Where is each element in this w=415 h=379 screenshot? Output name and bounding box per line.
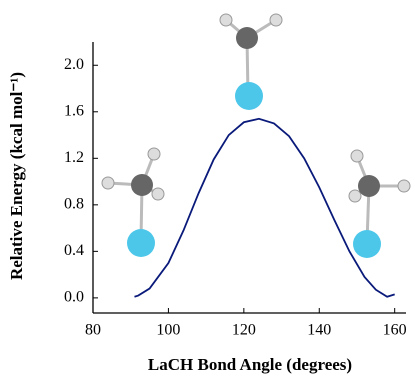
molecule-top: [220, 14, 282, 110]
x-tick-label: 100: [156, 322, 180, 339]
x-tick-label: 120: [232, 322, 256, 339]
y-tick-label: 1.2: [64, 149, 84, 166]
molecule-right: [349, 150, 410, 258]
y-tick-label: 0.4: [64, 242, 84, 259]
x-tick-label: 140: [307, 322, 331, 339]
x-axis-label: LaCH Bond Angle (degrees): [148, 355, 352, 374]
x-tick-label: 80: [85, 322, 101, 339]
y-tick-label: 2.0: [64, 56, 84, 73]
y-tick-label: 1.6: [64, 102, 84, 119]
chart: LaCH Bond Angle (degrees) Relative Energ…: [0, 0, 415, 379]
line: [134, 119, 394, 297]
y-axis-label: Relative Energy (kcal mol⁻¹): [7, 72, 26, 280]
x-tick-label: 160: [383, 322, 407, 339]
y-tick-label: 0.0: [64, 289, 84, 306]
molecule-left: [102, 148, 164, 257]
y-tick-label: 0.8: [64, 196, 84, 213]
